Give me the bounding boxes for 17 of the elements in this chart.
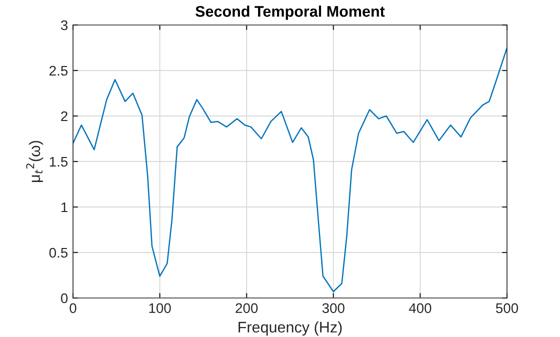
x-axis-title: Frequency (Hz) — [238, 321, 342, 336]
y-tick-label: 0.5 — [49, 248, 68, 258]
x-tick-label: 500 — [496, 303, 518, 314]
x-tick-label: 0 — [70, 303, 76, 314]
y-tick-label: 3 — [60, 20, 68, 30]
x-tick-label: 100 — [149, 303, 171, 314]
x-tick-label: 400 — [408, 303, 432, 314]
y-tick-label: 0 — [60, 293, 68, 304]
chart-title: Second Temporal Moment — [196, 6, 385, 20]
y-tick-label: 2 — [61, 111, 68, 122]
x-tick-label: 300 — [322, 303, 344, 314]
y-tick-label: 1 — [61, 202, 68, 212]
x-tick-label: 200 — [236, 303, 258, 314]
y-axis-title: μ$_{t}$$^{2}$(ω) — [26, 140, 44, 182]
y-tick-label: 2.5 — [50, 66, 68, 76]
y-tick-label: 1.5 — [50, 156, 68, 167]
line-series — [73, 47, 507, 292]
